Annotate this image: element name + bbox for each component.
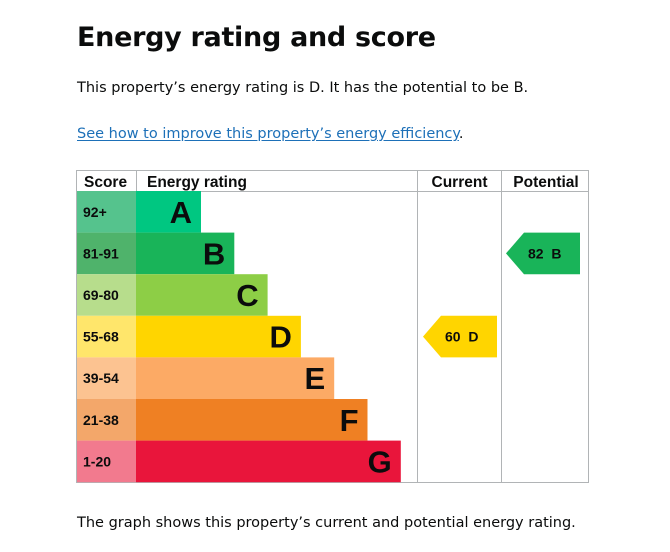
score-cell-b [77, 232, 136, 275]
score-cell-e [77, 357, 136, 399]
rating-bar-a [136, 191, 201, 233]
score-range-d: 55-68 [83, 329, 119, 345]
score-cell-c [77, 274, 136, 316]
page-title: Energy rating and score [77, 22, 436, 53]
improve-link-paragraph: See how to improve this property’s energ… [77, 124, 464, 144]
link-trailing-punctuation: . [458, 126, 464, 142]
rating-bar-f [136, 399, 368, 441]
score-range-c: 69-80 [83, 287, 119, 303]
energy-rating-column-header: Energy rating [147, 174, 247, 191]
score-range-f: 21-38 [83, 412, 119, 428]
score-range-b: 81-91 [83, 245, 119, 261]
band-letter-a: A [170, 195, 192, 230]
rating-bar-c [136, 274, 268, 316]
rating-summary: This property’s energy rating is D. It h… [77, 80, 529, 96]
chart-frame [76, 170, 589, 483]
score-cell-g [77, 440, 136, 483]
band-letter-d: D [270, 320, 292, 355]
potential-column-header: Potential [513, 174, 578, 191]
score-range-e: 39-54 [83, 370, 119, 386]
rating-bar-e [136, 357, 335, 399]
score-range-a: 92+ [83, 204, 107, 220]
rating-bar-b [136, 232, 235, 275]
improve-energy-efficiency-link[interactable]: See how to improve this property’s energ… [77, 126, 459, 142]
band-letter-e: E [305, 361, 326, 396]
rating-arrows: 60 D 82 B [423, 232, 580, 358]
current-column-header: Current [432, 174, 488, 191]
potential-rating-arrow-label: 82 B [528, 245, 561, 261]
rating-bar-d [136, 315, 301, 358]
score-cell-a [77, 191, 136, 233]
rating-bar-g [136, 440, 401, 483]
score-range-g: 1-20 [83, 453, 111, 469]
band-letter-b: B [203, 236, 225, 271]
chart-caption: The graph shows this property’s current … [77, 515, 576, 531]
band-letter-g: G [368, 444, 392, 479]
score-cell-f [77, 399, 136, 441]
score-cell-d [77, 315, 136, 358]
rating-bands: 92+ A 81-91 B 69-80 C 55-68 D 39-54 E 21-38 F 1-20 G [77, 191, 401, 483]
potential-rating-arrow [506, 232, 580, 275]
score-column-header: Score [84, 174, 127, 191]
current-rating-arrow [423, 315, 497, 358]
current-rating-arrow-label: 60 D [445, 329, 478, 345]
band-letter-c: C [236, 278, 258, 313]
band-letter-f: F [340, 403, 359, 438]
